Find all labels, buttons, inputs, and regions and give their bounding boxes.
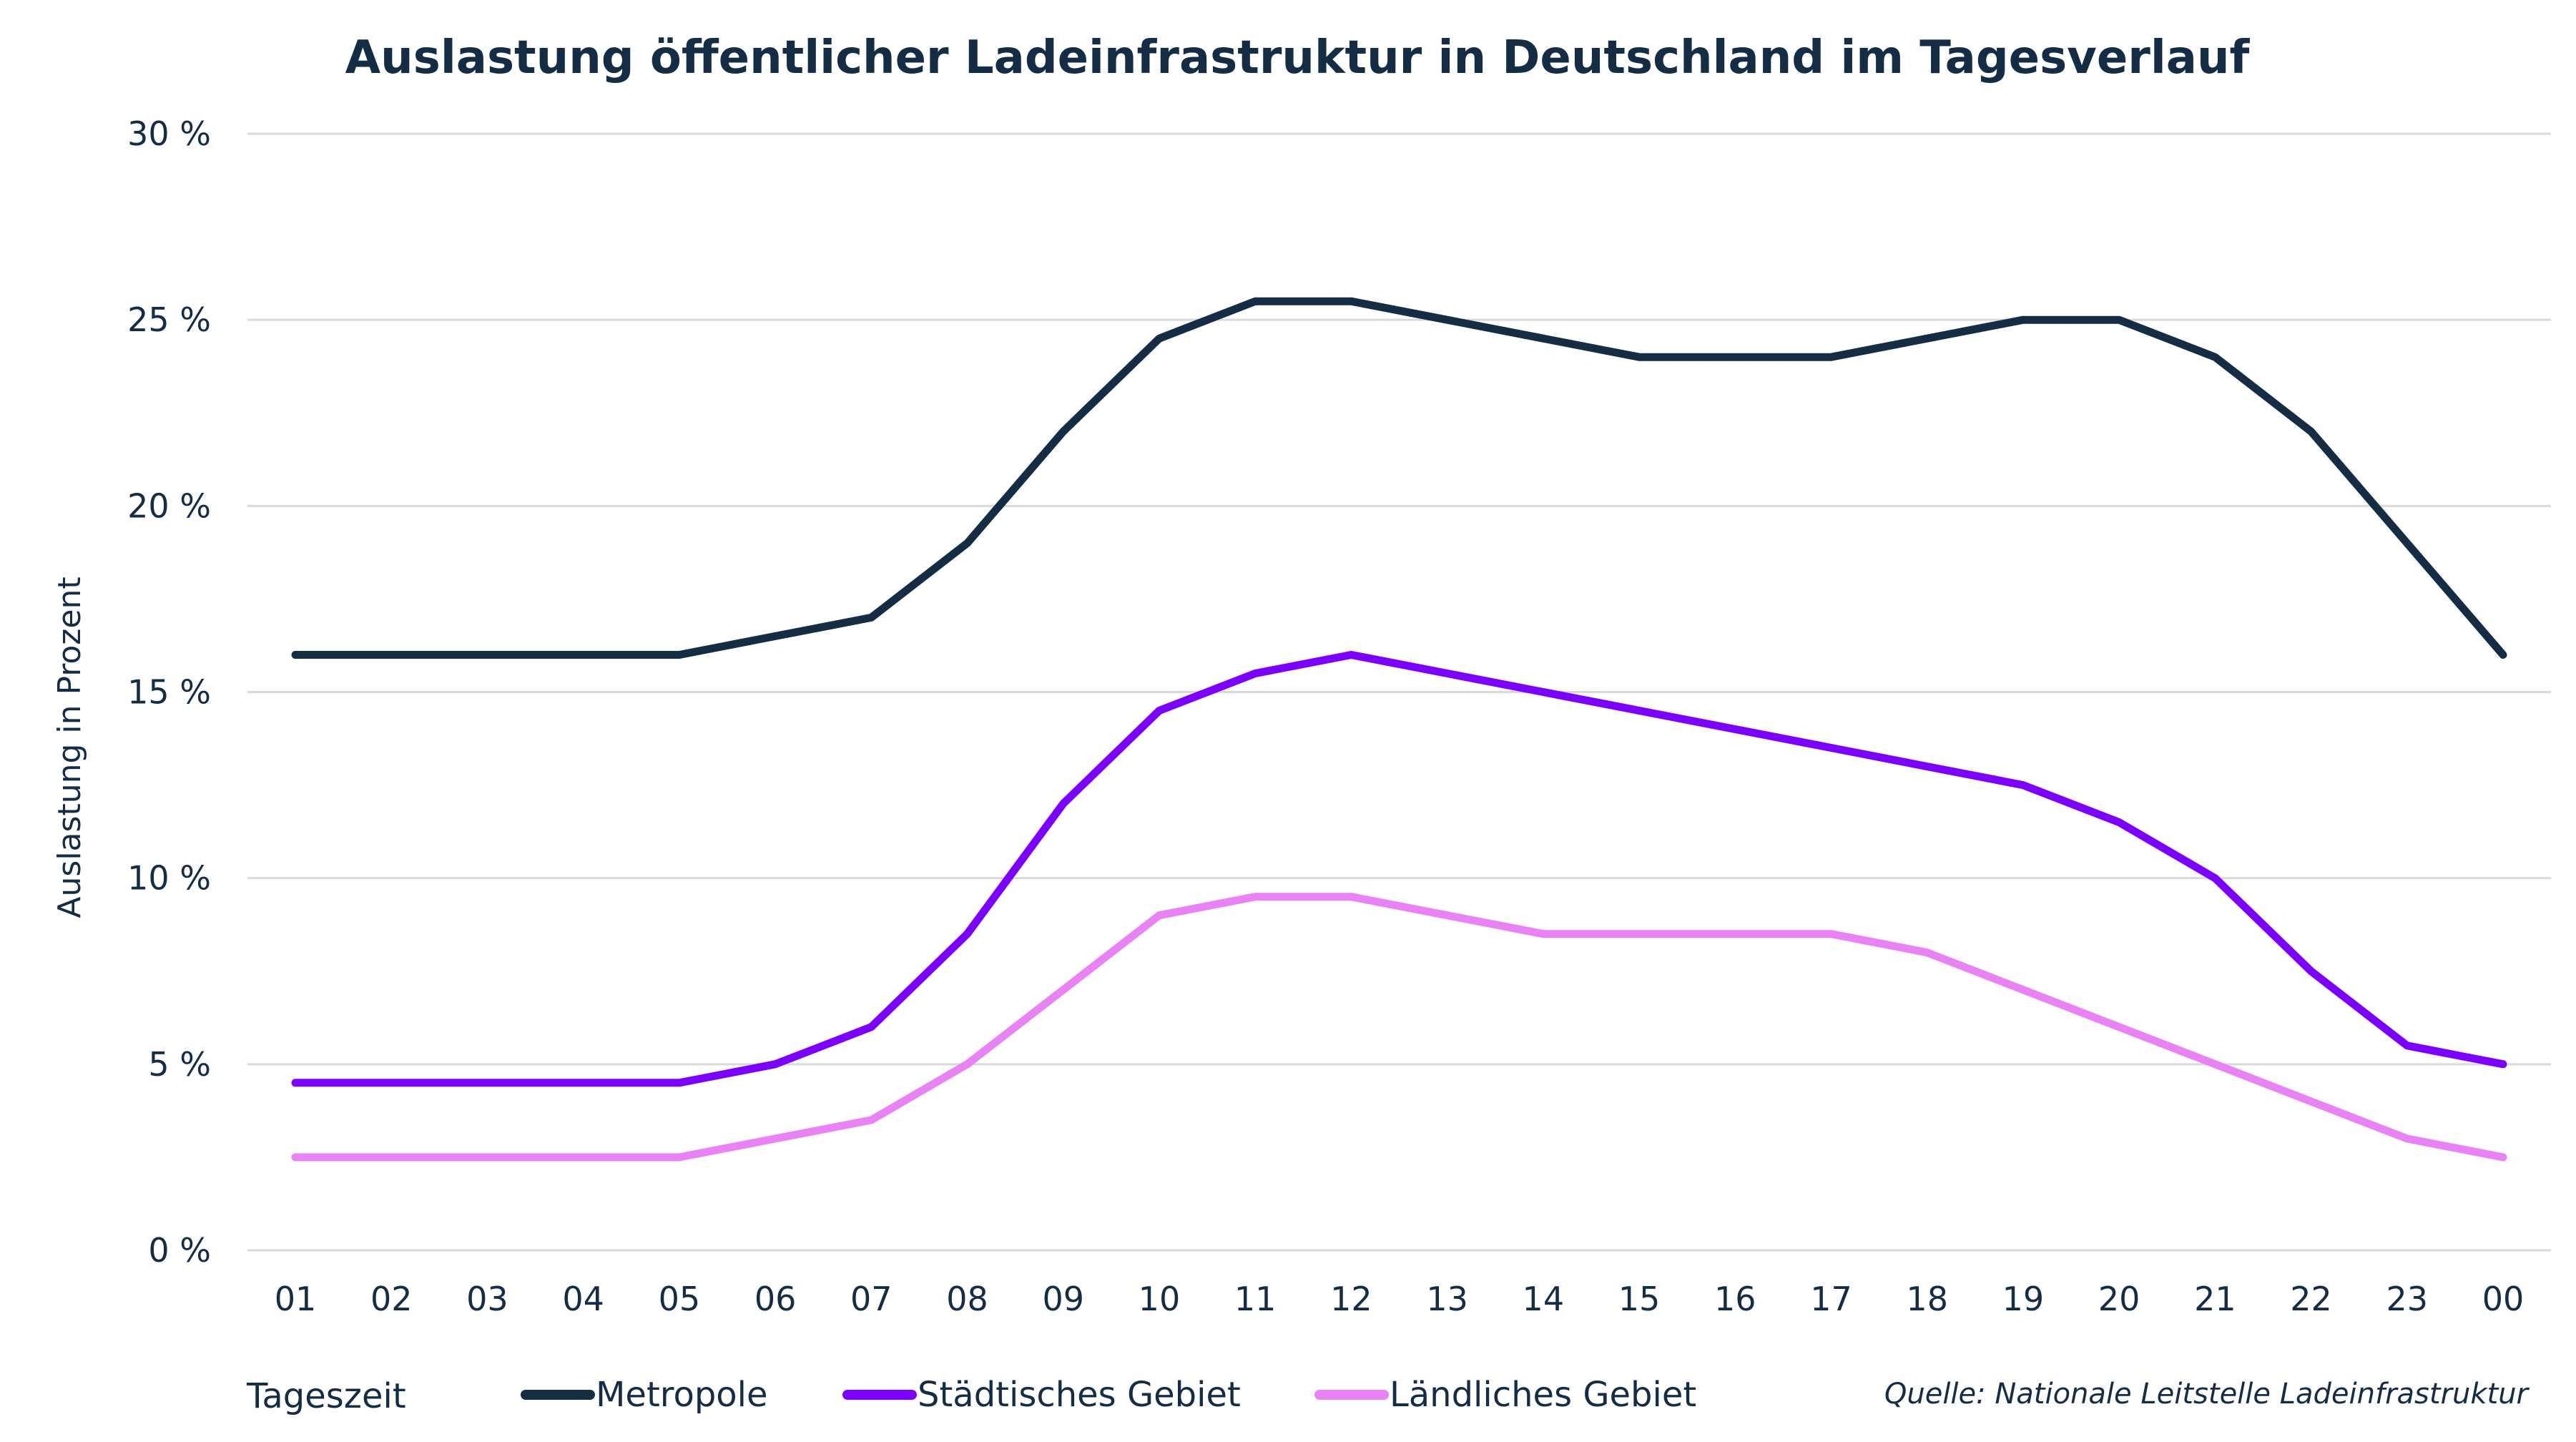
legend-label: Ländliches Gebiet bbox=[1390, 1375, 1696, 1415]
x-tick-label: 20 bbox=[2098, 1280, 2140, 1318]
x-tick-label: 14 bbox=[1523, 1280, 1565, 1318]
series-line-metropole bbox=[291, 297, 2507, 659]
x-tick-label: 09 bbox=[1042, 1280, 1084, 1318]
x-tick-label: 03 bbox=[466, 1280, 508, 1318]
x-axis-ticks: 01 02 03 04 05 06 07 08 09 10 11 12 13 14 15 16 17 18 19 20… bbox=[275, 1280, 2525, 1318]
x-tick-label: 16 bbox=[1714, 1280, 1756, 1318]
y-tick-label: 30 % bbox=[127, 114, 211, 153]
x-tick-label: 11 bbox=[1234, 1280, 1277, 1318]
y-tick-label: 5 % bbox=[148, 1045, 211, 1084]
grid bbox=[247, 132, 2551, 1252]
legend-item: Ländliches Gebiet bbox=[1314, 1375, 1696, 1415]
y-tick-label: 20 % bbox=[127, 486, 211, 525]
x-tick-label: 22 bbox=[2290, 1280, 2332, 1318]
series-line-ländliches-gebiet bbox=[291, 893, 2507, 1162]
legend: Tageszeit Metropole Städtisches Gebiet Län… bbox=[246, 1375, 1696, 1416]
x-tick-label: 02 bbox=[370, 1280, 413, 1318]
legend-item: Städtisches Gebiet bbox=[842, 1375, 1241, 1415]
x-tick-label: 10 bbox=[1139, 1280, 1181, 1318]
x-axis-label: Tageszeit bbox=[246, 1376, 406, 1416]
x-tick-label: 06 bbox=[754, 1280, 797, 1318]
x-tick-label: 00 bbox=[2482, 1280, 2525, 1318]
source-note: Quelle: Nationale Leitstelle Ladeinfrast… bbox=[1884, 1378, 2530, 1411]
series-lines bbox=[291, 297, 2507, 1162]
x-tick-label: 21 bbox=[2194, 1280, 2236, 1318]
y-tick-label: 10 % bbox=[127, 859, 211, 898]
y-tick-label: 25 % bbox=[127, 300, 211, 339]
series-line-städtisches-gebiet bbox=[291, 651, 2507, 1087]
x-tick-label: 12 bbox=[1330, 1280, 1372, 1318]
x-tick-label: 08 bbox=[946, 1280, 988, 1318]
x-tick-label: 19 bbox=[2002, 1280, 2045, 1318]
y-axis-ticks: 0 % 5 % 10 % 15 % 20 % 25 % 30 % bbox=[127, 114, 211, 1270]
y-tick-label: 15 % bbox=[127, 673, 211, 712]
x-tick-label: 04 bbox=[562, 1280, 604, 1318]
x-tick-label: 15 bbox=[1618, 1280, 1661, 1318]
x-tick-label: 23 bbox=[2386, 1280, 2429, 1318]
legend-item: Metropole bbox=[521, 1375, 768, 1415]
y-tick-label: 0 % bbox=[148, 1231, 211, 1270]
x-tick-label: 05 bbox=[659, 1280, 701, 1318]
legend-label: Metropole bbox=[596, 1375, 768, 1415]
x-tick-label: 18 bbox=[1906, 1280, 1948, 1318]
x-tick-label: 13 bbox=[1426, 1280, 1468, 1318]
legend-label: Städtisches Gebiet bbox=[918, 1375, 1241, 1415]
x-tick-label: 17 bbox=[1810, 1280, 1852, 1318]
x-tick-label: 07 bbox=[850, 1280, 893, 1318]
y-axis-label: Auslastung in Prozent bbox=[51, 577, 88, 918]
chart-title: Auslastung öffentlicher Ladeinfrastruktu… bbox=[345, 31, 2251, 84]
x-tick-label: 01 bbox=[275, 1280, 317, 1318]
